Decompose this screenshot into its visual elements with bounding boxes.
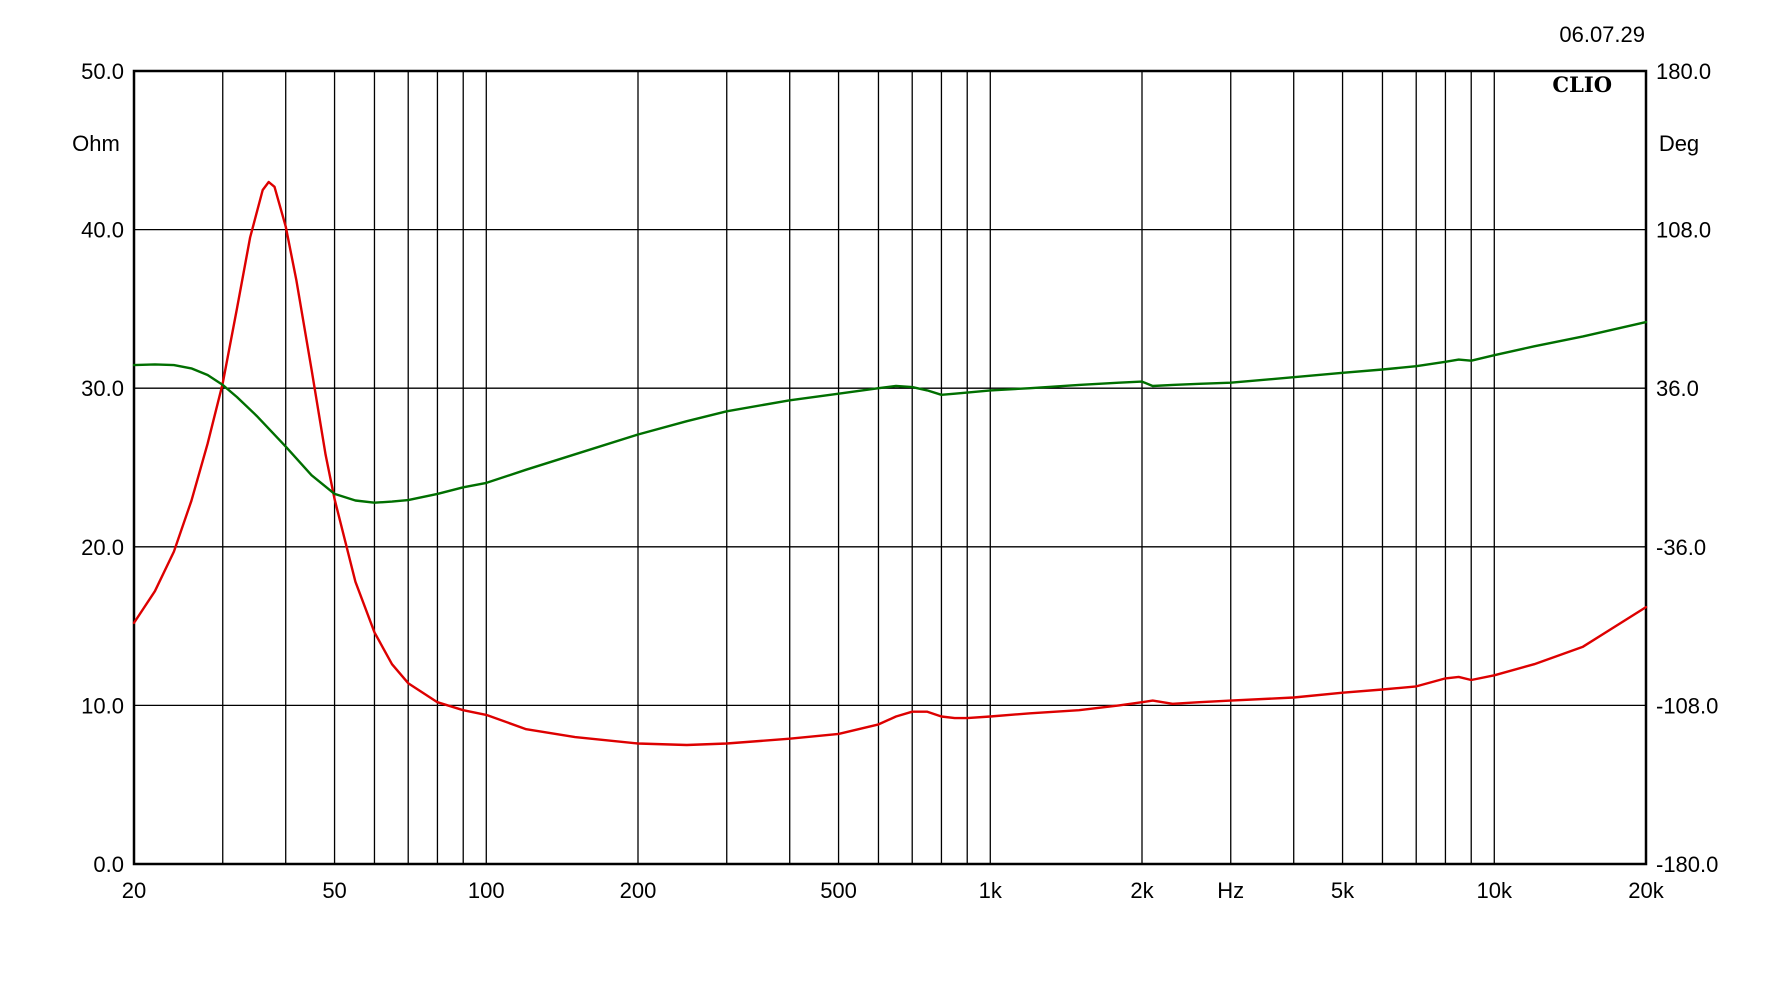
x-tick-label: 500 [820,878,857,903]
x-tick-label: 200 [620,878,657,903]
y-right-tick-label: -108.0 [1656,693,1718,718]
x-tick-label: 10k [1477,878,1513,903]
x-tick-label: 20k [1628,878,1664,903]
grid [134,71,1646,864]
x-tick-label: 5k [1331,878,1355,903]
x-tick-label: 20 [122,878,146,903]
series-group [132,180,1648,747]
impedance-curve [132,180,1648,747]
y-left-tick-label: 50.0 [81,59,124,84]
date-stamp: 06.07.29 [1559,22,1645,47]
y-left-tick-label: 0.0 [93,852,124,877]
clio-logo: CLIO [1552,72,1612,97]
y-right-tick-label: 180.0 [1656,59,1711,84]
x-tick-label: 50 [322,878,346,903]
left-axis-unit: Ohm [72,131,120,156]
y-right-tick-label: 108.0 [1656,218,1711,243]
plot-frame [132,69,1648,866]
y-left-tick-label: 40.0 [81,218,124,243]
x-tick-label: 1k [979,878,1003,903]
x-tick-label: 100 [468,878,505,903]
y-left-tick-label: 30.0 [81,376,124,401]
y-left-tick-label: 20.0 [81,535,124,560]
x-tick-label: 2k [1130,878,1154,903]
right-axis-unit: Deg [1659,131,1699,156]
x-tick-labels: 20 50 100 200 500 1k 2k Hz 5k 10k 20k [122,878,1665,903]
y-left-tick-label: 10.0 [81,693,124,718]
y-tick-labels: 0.0 10.0 20.0 30.0 40.0 50.0 -180.0 -108.0 -36.0… [81,59,1718,877]
phase-curve [132,320,1648,504]
y-right-tick-label: 36.0 [1656,376,1699,401]
x-tick-label: Hz [1217,878,1244,903]
y-right-tick-label: -36.0 [1656,535,1706,560]
y-right-tick-label: -180.0 [1656,852,1718,877]
